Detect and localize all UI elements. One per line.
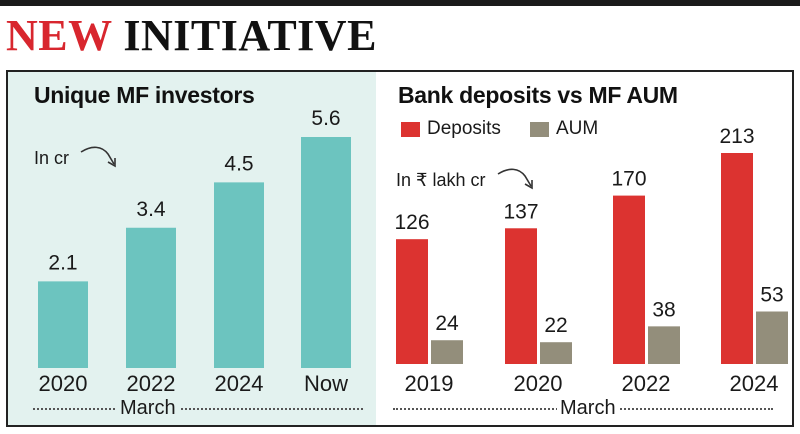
investors-value-label: 5.6 <box>311 107 340 130</box>
deposits-bar <box>505 228 537 364</box>
investors-category-label: 2022 <box>127 371 176 396</box>
investors-value-label: 2.1 <box>48 251 77 274</box>
investors-value-label: 3.4 <box>136 198 166 221</box>
deposits-category-label: 2024 <box>730 371 779 396</box>
deposits-unit-label: In ₹ lakh cr <box>396 170 486 190</box>
aum-bar-value-label: 22 <box>544 314 567 337</box>
legend-deposits-label: Deposits <box>427 118 501 139</box>
investors-march-label: March <box>117 398 179 418</box>
deposits-bar-value-label: 213 <box>719 125 754 148</box>
deposits-chart-title: Bank deposits vs MF AUM <box>398 82 678 108</box>
investors-bar <box>301 137 351 368</box>
investors-bar <box>214 182 264 368</box>
deposits-category-label: 2022 <box>622 371 671 396</box>
investors-category-label: Now <box>304 371 348 396</box>
curved-arrow-icon <box>497 168 533 190</box>
deposits-bar <box>613 195 645 364</box>
aum-bar <box>756 311 788 364</box>
investors-unit-note: In cr <box>34 138 118 169</box>
aum-bar-value-label: 53 <box>760 283 783 306</box>
legend-aum-label: AUM <box>556 118 599 139</box>
deposits-bar <box>721 153 753 364</box>
curved-arrow-icon <box>80 146 116 168</box>
investors-value-label: 4.5 <box>224 152 253 175</box>
deposits-unit-note: In ₹ lakh cr <box>396 160 535 191</box>
legend-deposits: Deposits <box>401 118 501 140</box>
legend-aum: AUM <box>530 118 598 140</box>
deposits-category-label: 2020 <box>514 371 563 396</box>
aum-bar <box>431 340 463 364</box>
investors-unit-label: In cr <box>34 148 70 168</box>
investors-category-label: 2020 <box>39 371 88 396</box>
charts-frame <box>6 70 794 427</box>
headline: NEW INITIATIVE <box>6 14 377 58</box>
investors-march-rule <box>33 408 363 410</box>
top-rule <box>0 0 800 6</box>
investors-chart-title: Unique MF investors <box>34 82 255 108</box>
deposits-bar <box>396 239 428 364</box>
deposits-bar-value-label: 137 <box>503 200 538 223</box>
deposits-bar-value-label: 126 <box>394 211 429 234</box>
investors-category-label: 2024 <box>215 371 264 396</box>
aum-bar-value-label: 38 <box>652 298 675 321</box>
legend-aum-swatch <box>530 121 549 137</box>
headline-main-word: INITIATIVE <box>123 11 377 60</box>
deposits-category-label: 2019 <box>405 371 454 396</box>
aum-bar <box>648 326 680 364</box>
aum-bar <box>540 342 572 364</box>
aum-bar-value-label: 24 <box>435 312 459 335</box>
deposits-march-label: March <box>557 398 619 418</box>
legend-deposits-swatch <box>401 121 420 137</box>
deposits-bar-value-label: 170 <box>611 168 646 191</box>
headline-accent-word: NEW <box>6 11 124 60</box>
investors-bar <box>126 227 176 368</box>
investors-bar <box>38 281 88 368</box>
